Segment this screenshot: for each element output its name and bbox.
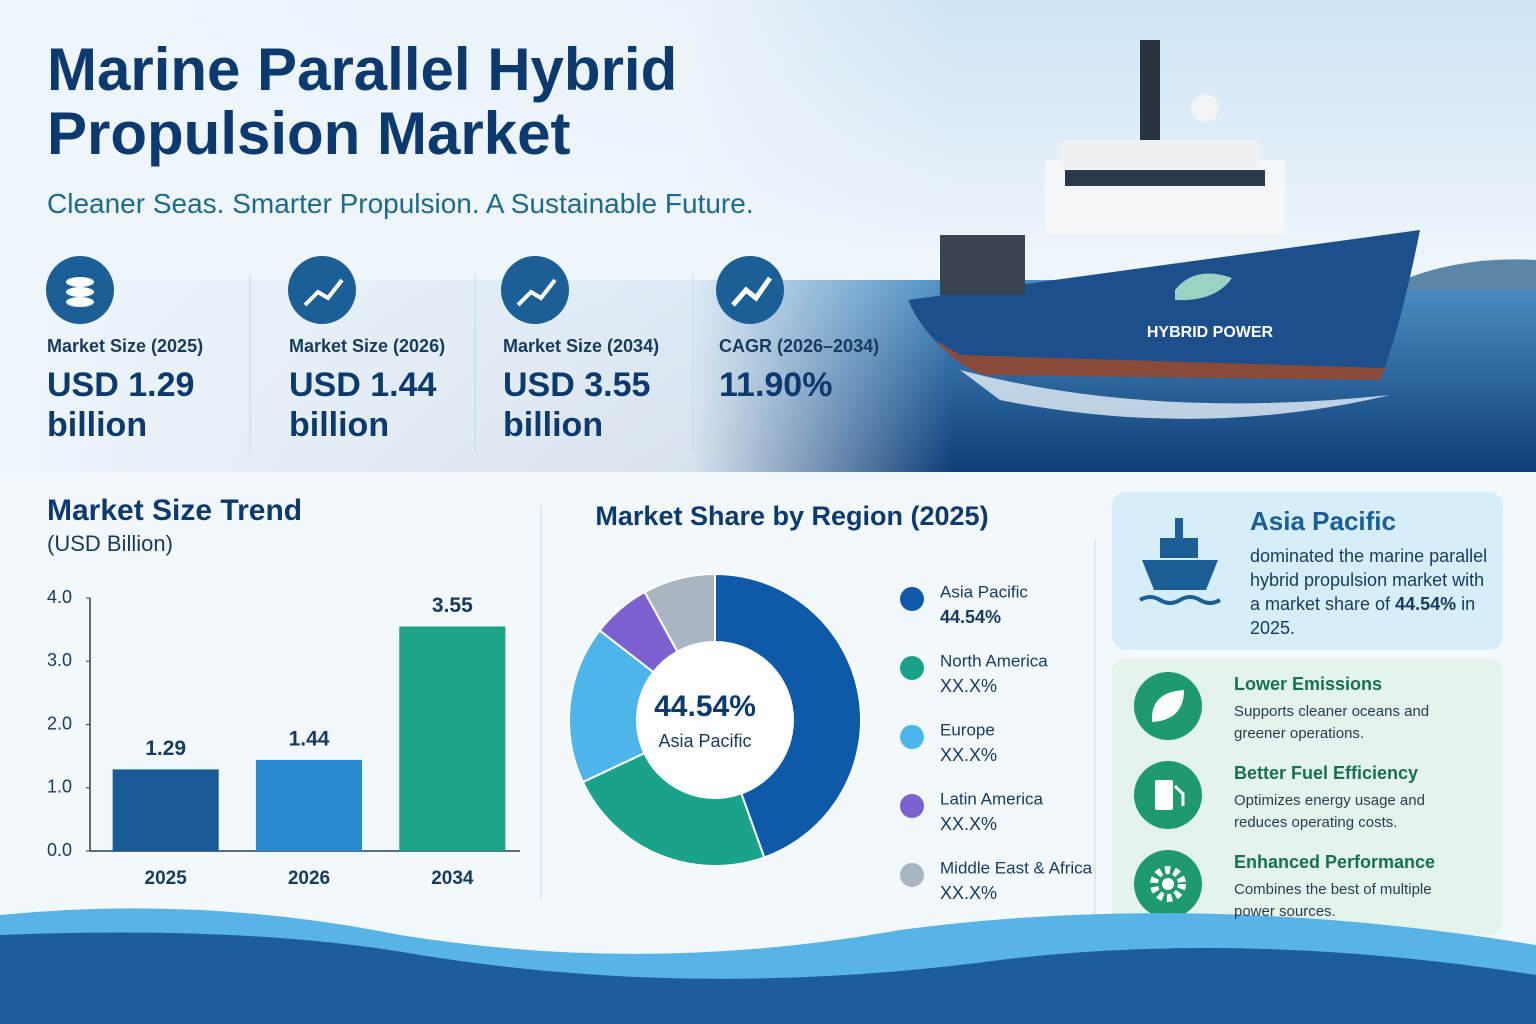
legend-swatch: [900, 863, 924, 887]
fade: [0, 0, 1536, 472]
stat: Market Size (2026) USD 1.44 billion: [289, 336, 479, 445]
legend-value: XX.X%: [940, 883, 997, 903]
stat-value: USD 1.44 billion: [289, 366, 437, 444]
highlight-text: Combines the best of multiple power sour…: [1234, 881, 1432, 920]
legend-swatch: [900, 587, 924, 611]
legend-label: Europe: [940, 720, 995, 739]
legend-value: 44.54%: [940, 607, 1001, 627]
highlight-icons: [1134, 672, 1202, 918]
legend-swatch: [900, 725, 924, 749]
charts: Market Size Trend (USD Billion) 0.0 1.0 2.0 3…: [47, 494, 1093, 903]
y-tick-label: 0.0: [47, 840, 72, 860]
stat-label: Market Size (2034): [503, 336, 660, 356]
stat-value: USD 1.29 billion: [47, 366, 195, 444]
x-tick-label: 2025: [145, 868, 188, 889]
chart-title: Market Size Trend: [47, 494, 302, 527]
highlight: Better Fuel Efficiency Optimizes energy u…: [1234, 763, 1464, 834]
donut-hole: [637, 642, 793, 798]
x-tick-label: 2034: [431, 868, 474, 889]
card-text: dominated the marine parallel hybrid pro…: [1250, 544, 1495, 640]
stat: Market Size (2034) USD 3.55 billion: [503, 336, 693, 445]
stat-value: 11.90%: [719, 366, 833, 404]
y-tick-label: 2.0: [47, 713, 72, 733]
y-tick-label: 1.0: [47, 777, 72, 797]
legend-label: Middle East & Africa: [940, 858, 1093, 877]
legend-swatch: [900, 656, 924, 680]
bar: [399, 626, 506, 851]
region-card: [1112, 492, 1503, 650]
data-label: 1.29: [145, 737, 186, 760]
card-title: Asia Pacific: [1250, 506, 1396, 536]
highlight: Lower Emissions Supports cleaner oceans a…: [1234, 674, 1464, 745]
legend-label: Asia Pacific: [940, 582, 1028, 601]
highlight: Enhanced Performance Combines the best of…: [1234, 852, 1464, 923]
center-value: 44.54%: [654, 690, 756, 723]
highlight-title: Lower Emissions: [1234, 674, 1383, 694]
stat: CAGR (2026–2034) 11.90%: [719, 336, 909, 405]
card-text-after: in 2025.: [1250, 594, 1476, 638]
stat-value: USD 3.55 billion: [503, 366, 651, 444]
ship: HYBRID POWER: [908, 40, 1420, 419]
stat-label: Market Size (2025): [47, 336, 204, 356]
stat: Market Size (2025) USD 1.29 billion: [47, 336, 237, 445]
data-label: 1.44: [289, 727, 330, 750]
chart-subtitle: (USD Billion): [47, 531, 173, 556]
bar: [112, 769, 219, 851]
card-text-before: dominated the marine parallel hybrid pro…: [1250, 546, 1488, 614]
subtitle: Cleaner Seas. Smarter Propulsion. A Sust…: [47, 188, 754, 219]
legend-label: North America: [940, 651, 1048, 670]
highlight-title: Enhanced Performance: [1234, 852, 1436, 872]
legend-value: XX.X%: [940, 745, 997, 765]
ship-label: HYBRID POWER: [1147, 324, 1274, 341]
stat-label: Market Size (2026): [289, 336, 446, 356]
highlights-card: [1112, 658, 1503, 935]
highlight-title: Better Fuel Efficiency: [1234, 763, 1419, 783]
legend-value: XX.X%: [940, 814, 997, 834]
card-highlight: 44.54%: [1395, 594, 1457, 614]
card-ship-icon: [1138, 518, 1222, 605]
legend-value: XX.X%: [940, 676, 997, 696]
title: Marine Parallel Hybrid Propulsion Market: [47, 36, 678, 167]
y-tick-label: 4.0: [47, 587, 72, 607]
x-tick-label: 2026: [288, 868, 330, 889]
chart-title: Market Share by Region (2025): [595, 501, 988, 531]
y-tick-label: 3.0: [47, 650, 72, 670]
legend-label: Latin America: [940, 789, 1044, 808]
highlight-text: Optimizes energy usage and reduces opera…: [1234, 792, 1425, 831]
stat-label: CAGR (2026–2034): [719, 336, 880, 356]
stat-icons: [46, 256, 784, 324]
legend-swatch: [900, 794, 924, 818]
wave: [0, 932, 1536, 1024]
center-label: Asia Pacific: [658, 731, 751, 751]
data-label: 3.55: [432, 594, 473, 617]
highlight-text: Supports cleaner oceans and greener oper…: [1234, 703, 1430, 742]
bar: [255, 759, 363, 851]
